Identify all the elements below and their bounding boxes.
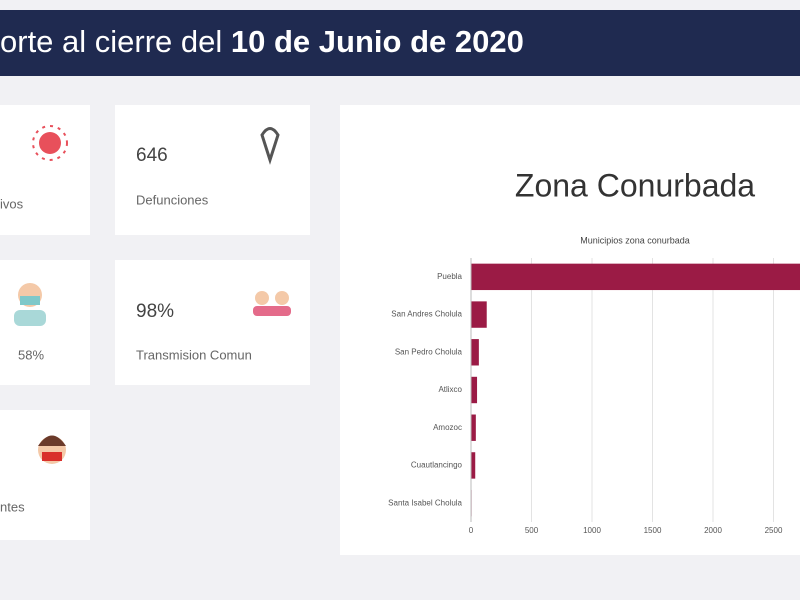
mask-icon [14,283,46,326]
card [0,410,90,540]
card-value: 646 [136,145,168,166]
bar [471,339,479,366]
chart-subtitle: Municipios zona conurbada [580,235,690,245]
bar [471,376,478,404]
x-tick-label: 1000 [583,526,601,535]
x-tick-label: 2000 [704,526,722,535]
card-value: 98% [136,301,174,322]
card-label: Transmision Comun [136,347,252,362]
header-date: 10 de Junio de 2020 [231,24,524,59]
x-tick-label: 1500 [644,526,662,535]
header-title: orte al cierre del 10 de Junio de 2020 [0,24,524,59]
y-tick-label: Atlixco [438,385,462,394]
virus-icon [32,125,68,161]
x-tick-label: 0 [469,526,474,535]
y-tick-label: Amozoc [433,423,462,432]
card-value: 58% [18,347,44,362]
y-tick-label: Puebla [437,272,462,281]
bar [471,263,800,291]
card [115,105,310,235]
card-label: ntes [0,499,25,514]
y-tick-label: San Andres Cholula [391,310,462,319]
bar [471,452,476,479]
people-icon [253,291,291,316]
chart-title: Zona Conurbada [515,167,755,203]
y-tick-label: Santa Isabel Cholula [388,498,462,507]
header-bar [0,10,800,76]
plot: 0 500 1000 1500 2000 2500 Puebla San Andres Cho… [388,258,800,535]
header-prefix: orte al cierre del [0,24,222,59]
card-label: ivos [0,196,24,211]
chart-panel [340,105,800,555]
card [0,105,90,235]
bar [471,301,487,328]
bar [471,414,476,441]
y-tick-label: San Pedro Cholula [395,347,463,356]
ribbon-icon [260,127,280,165]
person-icon [38,435,66,464]
x-tick-label: 2500 [765,526,783,535]
x-tick-label: 500 [525,526,539,535]
y-tick-label: Cuautlancingo [411,461,463,470]
card [115,260,310,385]
card-label: Defunciones [136,192,209,207]
